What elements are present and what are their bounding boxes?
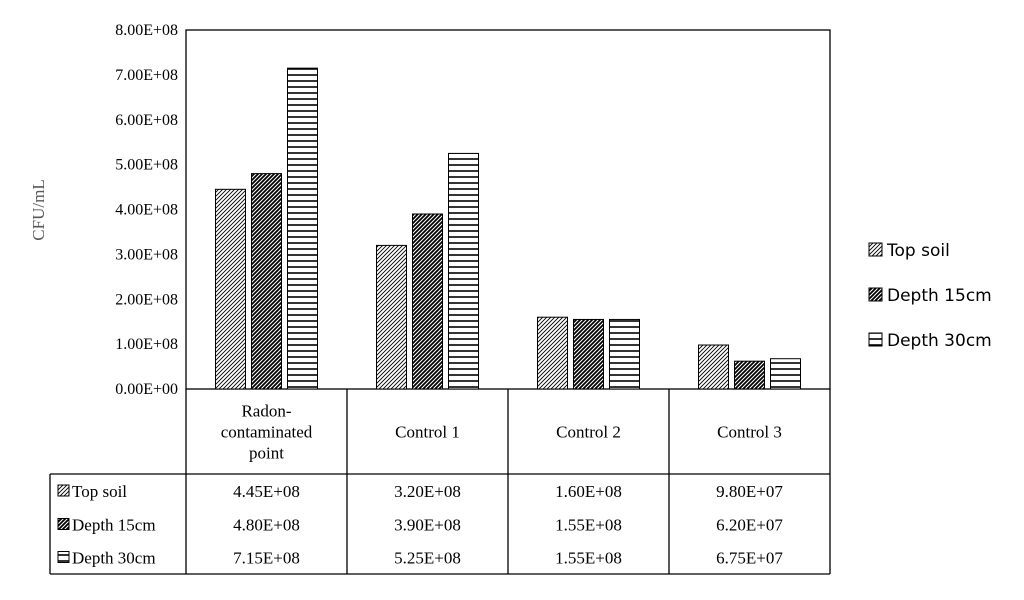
- data-table-grid: [49, 389, 831, 575]
- table-series-name-0: Top soil: [72, 482, 127, 501]
- table-value-0-2: 1.60E+08: [555, 482, 622, 501]
- category-label-0-line-0: Radon-: [241, 402, 291, 421]
- table-key-0: [57, 484, 70, 497]
- bar-depth-30cm-2: [609, 318, 640, 390]
- category-label-0-line-2: point: [249, 444, 284, 463]
- y-tick-label-5: 5.00E+08: [115, 157, 178, 174]
- table-value-2-2: 1.55E+08: [555, 549, 622, 568]
- legend-label-1: Depth 15cm: [887, 286, 992, 306]
- bar-top-soil-3: [698, 344, 729, 390]
- table-value-0-0: 4.45E+08: [233, 482, 300, 501]
- table-key-1: [57, 518, 70, 530]
- y-tick-label-3: 3.00E+08: [115, 246, 178, 263]
- category-label-2-line-0: Control 2: [556, 423, 621, 442]
- category-labels: Radon-contaminated point Control 1 Control …: [221, 402, 782, 463]
- table-value-0-3: 9.80E+07: [716, 482, 783, 501]
- legend-label-0: Top soil: [886, 241, 950, 261]
- category-label-3-line-0: Control 3: [717, 423, 782, 442]
- table-value-0-1: 3.20E+08: [394, 482, 461, 501]
- plot-area-frame: [185, 29, 831, 390]
- table-value-2-1: 5.25E+08: [394, 549, 461, 568]
- bar-depth-30cm-0: [287, 67, 318, 390]
- data-table-rows: Top soil 4.45E+08 3.20E+08 1.60E+08 9.80E+07…: [57, 482, 783, 568]
- bar-depth-30cm-1: [448, 152, 479, 390]
- y-axis-title: CFU/mL: [29, 179, 48, 240]
- y-tick-label-6: 6.00E+08: [115, 112, 178, 129]
- table-value-2-3: 6.75E+07: [716, 549, 783, 568]
- y-tick-label-7: 7.00E+08: [115, 67, 178, 84]
- bar-depth-15cm-3: [734, 360, 765, 390]
- table-series-name-1: Depth 15cm: [72, 516, 156, 535]
- y-tick-label-4: 4.00E+08: [115, 202, 178, 219]
- table-value-2-0: 7.15E+08: [233, 549, 300, 568]
- table-series-name-2: Depth 30cm: [72, 549, 156, 568]
- legend-key-2: [868, 332, 883, 347]
- bar-top-soil-1: [376, 244, 407, 390]
- legend-key-0: [868, 242, 883, 257]
- category-label-0-line-1: contaminated: [221, 423, 313, 442]
- y-tick-label-2: 2.00E+08: [115, 291, 178, 308]
- legend-label-2: Depth 30cm: [887, 331, 992, 351]
- table-value-1-0: 4.80E+08: [233, 516, 300, 535]
- bar-depth-30cm-3: [770, 358, 801, 390]
- bar-top-soil-2: [537, 316, 568, 390]
- bar-depth-15cm-1: [412, 213, 443, 390]
- table-value-1-1: 3.90E+08: [394, 516, 461, 535]
- table-value-1-3: 6.20E+07: [716, 516, 783, 535]
- legend-key-1: [868, 287, 883, 302]
- bar-depth-15cm-0: [251, 173, 282, 390]
- y-tick-label-1: 1.00E+08: [115, 336, 178, 353]
- table-key-2: [57, 551, 70, 563]
- bars: [215, 67, 801, 390]
- y-axis-ticks: 0.00E+00 1.00E+08 2.00E+08 3.00E+08 4.00E+08…: [115, 22, 178, 398]
- y-tick-label-8: 8.00E+08: [115, 22, 178, 39]
- bar-depth-15cm-2: [573, 318, 604, 390]
- category-label-1-line-0: Control 1: [395, 423, 460, 442]
- table-value-1-2: 1.55E+08: [555, 516, 622, 535]
- legend: Top soil Depth 15cm Depth 30cm: [868, 241, 992, 351]
- y-tick-label-0: 0.00E+00: [115, 381, 178, 398]
- bar-top-soil-0: [215, 188, 246, 390]
